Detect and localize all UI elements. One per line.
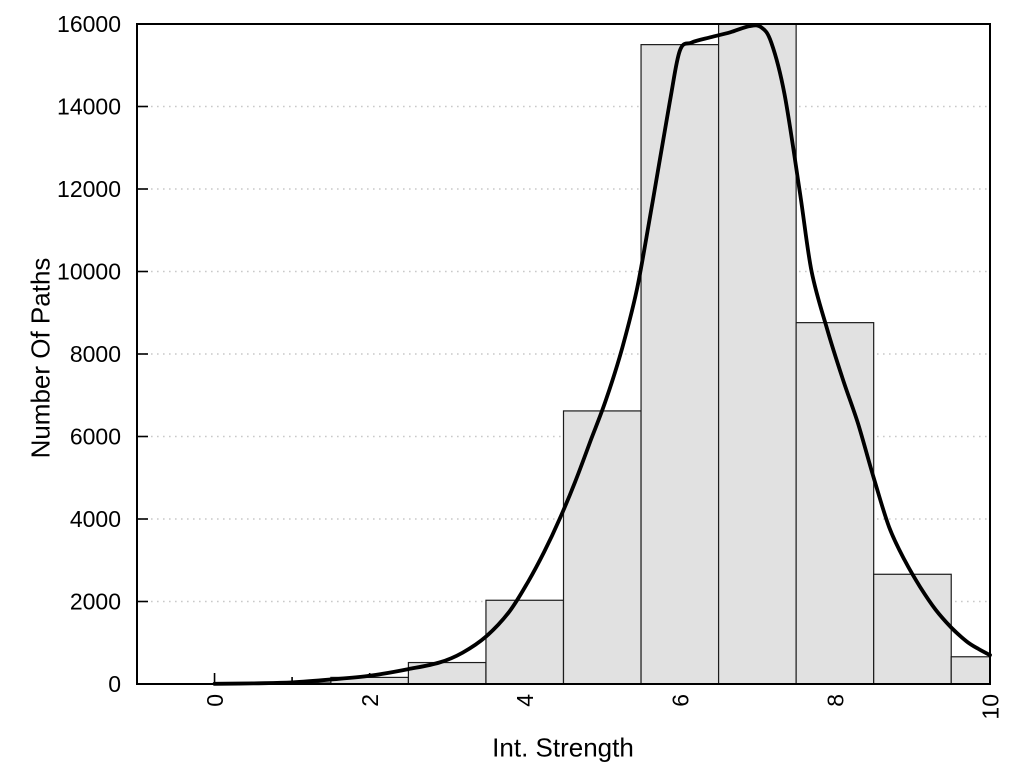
x-tick-label: 2	[357, 694, 383, 707]
x-tick-label: 4	[512, 694, 538, 707]
x-tick-label: 10	[978, 694, 1004, 720]
y-tick-label: 2000	[70, 589, 121, 615]
density-curve-layer	[212, 23, 992, 686]
plot-border-layer	[136, 23, 991, 685]
x-tick-label: 6	[667, 694, 693, 707]
histogram-bars	[252, 23, 991, 685]
y-tick-label: 6000	[70, 424, 121, 450]
x-tick-label: 8	[822, 694, 848, 707]
y-tick-label: 0	[108, 671, 121, 697]
histogram-bar	[873, 573, 952, 685]
y-tick-label: 12000	[57, 176, 121, 202]
plot-border	[136, 23, 991, 685]
y-tick-label: 8000	[70, 341, 121, 367]
histogram-bar	[485, 599, 565, 685]
histogram-bar	[717, 23, 797, 685]
y-tick-label: 4000	[70, 506, 121, 532]
histogram-bar	[795, 322, 875, 685]
histogram-bar	[950, 656, 991, 685]
x-axis-title: Int. Strength	[492, 732, 634, 763]
density-curve	[212, 23, 992, 686]
y-tick-label: 16000	[57, 11, 121, 37]
x-tick-label: 0	[202, 694, 228, 707]
y-axis-title: Number Of Paths	[25, 257, 56, 459]
y-tick-label: 14000	[57, 94, 121, 120]
histogram-bar	[640, 44, 720, 685]
y-axis: 0 2000 4000 6000 8000 10000 12000 14000 16000	[57, 11, 148, 697]
y-tick-label: 10000	[57, 259, 121, 285]
histogram-bar	[562, 410, 642, 685]
